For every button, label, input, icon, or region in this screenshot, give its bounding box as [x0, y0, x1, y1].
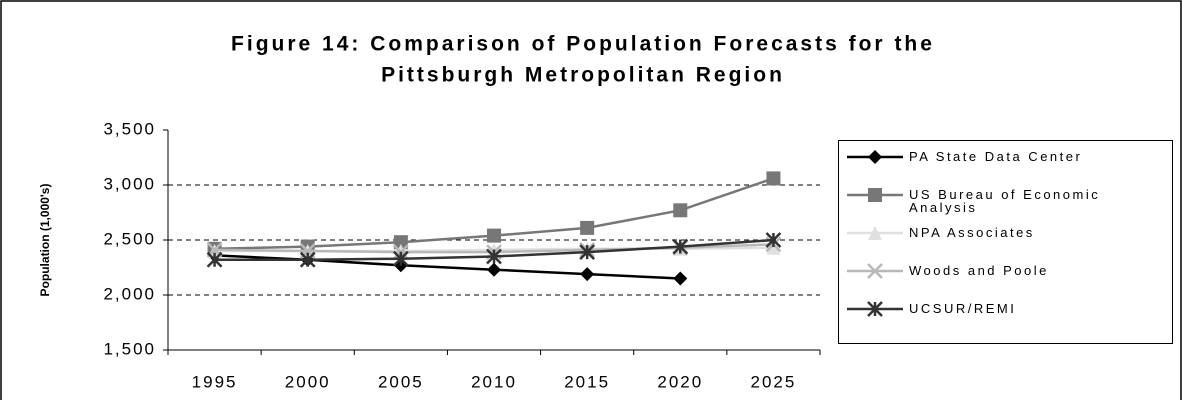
- marker: [392, 250, 409, 267]
- marker: [579, 244, 596, 260]
- marker: [673, 203, 688, 218]
- marker: [868, 188, 882, 202]
- marker: [393, 235, 408, 250]
- legend-item: UCSUR/REMI: [839, 297, 1172, 335]
- y-tick-label: 2,000: [103, 284, 156, 303]
- y-tick-label: 1,500: [103, 339, 156, 358]
- y-tick-label: 3,500: [103, 119, 156, 138]
- legend-label: PA State Data Center: [909, 149, 1083, 164]
- legend-label: US Bureau of Economic Analysis: [909, 187, 1101, 215]
- legend-item: US Bureau of Economic Analysis: [839, 183, 1172, 221]
- chart-subtitle: Pittsburgh Metropolitan Region: [381, 64, 785, 87]
- x-tick-label: 1995: [192, 372, 238, 391]
- marker: [766, 171, 781, 186]
- marker: [486, 248, 502, 265]
- legend-item: NPA Associates: [839, 221, 1172, 259]
- marker: [580, 267, 595, 282]
- marker: [765, 232, 782, 248]
- y-tick-label: 2,500: [103, 229, 156, 248]
- x-tick-label: 2005: [378, 372, 424, 391]
- marker: [766, 240, 781, 255]
- marker: [487, 228, 501, 243]
- x-tick-label: 2015: [564, 372, 610, 391]
- legend-label: Woods and Poole: [909, 263, 1049, 278]
- legend-label: NPA Associates: [909, 225, 1035, 240]
- marker: [673, 271, 688, 286]
- marker: [867, 301, 883, 317]
- x-tick-label: 2025: [751, 372, 797, 391]
- legend-swatch: [847, 226, 903, 240]
- marker: [868, 150, 882, 164]
- marker: [580, 220, 595, 235]
- marker: [672, 238, 689, 255]
- x-tick-label: 2000: [285, 372, 331, 391]
- legend: PA State Data Center US Bureau of Economi…: [838, 140, 1173, 344]
- legend-label: UCSUR/REMI: [909, 301, 1017, 316]
- marker: [487, 262, 501, 277]
- legend-swatch: [847, 263, 903, 279]
- y-axis-label: Population (1,000's): [38, 184, 52, 297]
- legend-item: Woods and Poole: [839, 259, 1172, 297]
- chart-title: Figure 14: Comparison of Population Fore…: [231, 33, 935, 56]
- marker: [867, 263, 883, 279]
- y-tick-label: 3,000: [103, 174, 156, 193]
- legend-swatch: [847, 150, 903, 164]
- x-tick-label: 2020: [657, 372, 703, 391]
- legend-swatch: [847, 188, 903, 202]
- marker: [868, 226, 882, 240]
- x-tick-label: 2010: [471, 372, 517, 391]
- marker: [206, 251, 223, 268]
- marker: [299, 251, 316, 268]
- legend-item: PA State Data Center: [839, 145, 1172, 183]
- legend-swatch: [847, 301, 903, 317]
